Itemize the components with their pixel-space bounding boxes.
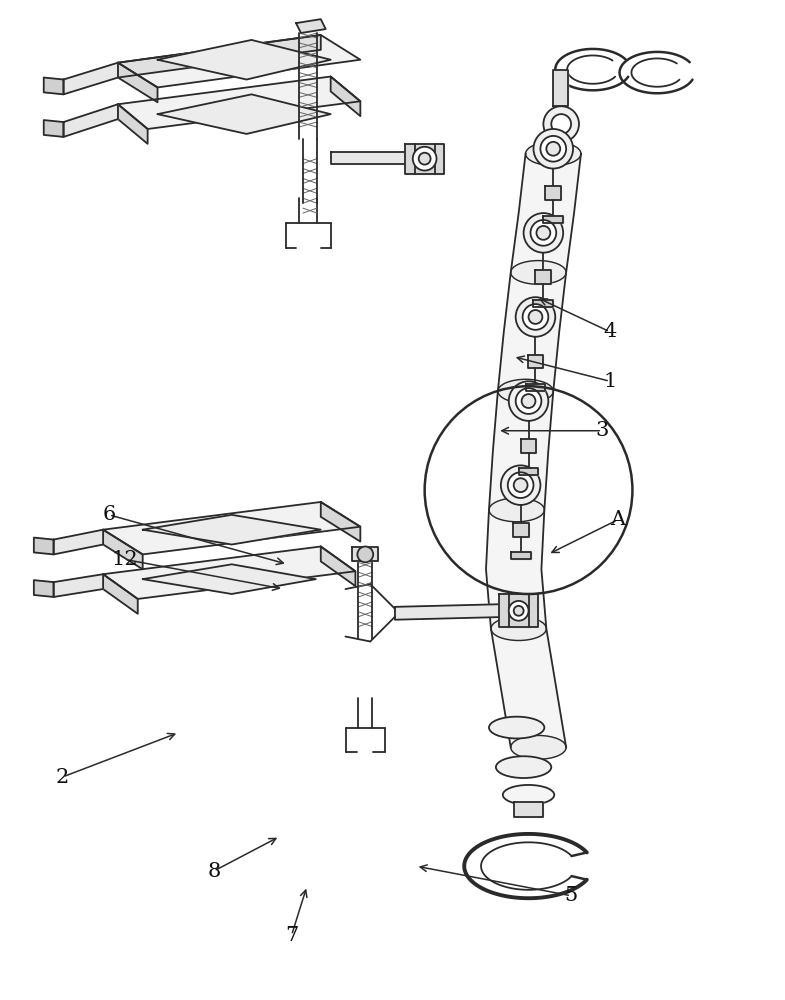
Circle shape (524, 213, 563, 253)
Polygon shape (158, 94, 330, 134)
Ellipse shape (489, 498, 544, 522)
Ellipse shape (511, 735, 566, 759)
Circle shape (531, 220, 557, 246)
Circle shape (516, 388, 542, 414)
Polygon shape (321, 547, 356, 586)
Polygon shape (103, 530, 143, 569)
Polygon shape (296, 19, 326, 33)
Text: 5: 5 (564, 886, 578, 905)
Circle shape (513, 606, 524, 616)
Text: 6: 6 (102, 505, 115, 524)
Circle shape (521, 394, 535, 408)
Ellipse shape (496, 756, 551, 778)
Polygon shape (103, 574, 137, 614)
Polygon shape (118, 104, 148, 144)
Polygon shape (103, 547, 356, 599)
Circle shape (516, 297, 555, 337)
Text: 4: 4 (604, 322, 616, 341)
Polygon shape (405, 144, 444, 174)
Text: 2: 2 (56, 768, 69, 787)
Circle shape (536, 226, 550, 240)
Polygon shape (44, 120, 64, 137)
Polygon shape (543, 216, 563, 223)
Circle shape (551, 114, 571, 134)
Circle shape (509, 381, 549, 421)
Polygon shape (528, 355, 543, 368)
Circle shape (523, 304, 549, 330)
Polygon shape (498, 594, 539, 627)
Circle shape (534, 129, 573, 169)
Circle shape (546, 142, 560, 156)
Polygon shape (519, 468, 539, 475)
Polygon shape (44, 78, 64, 94)
Polygon shape (53, 530, 103, 554)
Ellipse shape (489, 717, 544, 738)
Text: A: A (610, 510, 626, 529)
Polygon shape (158, 40, 330, 80)
Polygon shape (330, 152, 420, 164)
Text: 3: 3 (596, 421, 609, 440)
Circle shape (508, 472, 534, 498)
Ellipse shape (491, 617, 546, 640)
Polygon shape (535, 270, 551, 284)
Polygon shape (118, 35, 360, 87)
Polygon shape (526, 384, 546, 391)
Polygon shape (118, 77, 360, 129)
Polygon shape (395, 604, 513, 620)
Polygon shape (534, 300, 553, 307)
Text: 1: 1 (604, 372, 617, 391)
Polygon shape (511, 552, 531, 559)
Ellipse shape (511, 261, 566, 284)
Polygon shape (486, 154, 581, 747)
Polygon shape (103, 502, 360, 554)
Circle shape (413, 147, 436, 171)
Polygon shape (118, 63, 158, 102)
Polygon shape (321, 502, 360, 542)
Circle shape (501, 465, 540, 505)
Polygon shape (553, 70, 568, 106)
Ellipse shape (498, 379, 553, 403)
Polygon shape (330, 77, 360, 116)
Polygon shape (64, 63, 118, 94)
Polygon shape (546, 186, 561, 200)
Text: 12: 12 (111, 550, 138, 569)
Polygon shape (143, 515, 321, 545)
Polygon shape (118, 35, 321, 78)
Circle shape (509, 601, 528, 621)
Ellipse shape (503, 785, 554, 805)
Polygon shape (34, 538, 53, 554)
Text: 7: 7 (285, 926, 298, 945)
Polygon shape (34, 580, 53, 597)
Polygon shape (352, 547, 378, 561)
Polygon shape (64, 104, 118, 137)
Circle shape (513, 478, 528, 492)
Polygon shape (143, 564, 316, 594)
Polygon shape (53, 574, 103, 597)
Circle shape (528, 310, 542, 324)
Polygon shape (520, 439, 536, 453)
Circle shape (418, 153, 431, 165)
Ellipse shape (526, 142, 581, 166)
Circle shape (543, 106, 579, 142)
Circle shape (357, 547, 373, 562)
Polygon shape (513, 523, 528, 537)
Circle shape (540, 136, 566, 162)
Polygon shape (513, 802, 543, 817)
Text: 8: 8 (207, 862, 221, 881)
